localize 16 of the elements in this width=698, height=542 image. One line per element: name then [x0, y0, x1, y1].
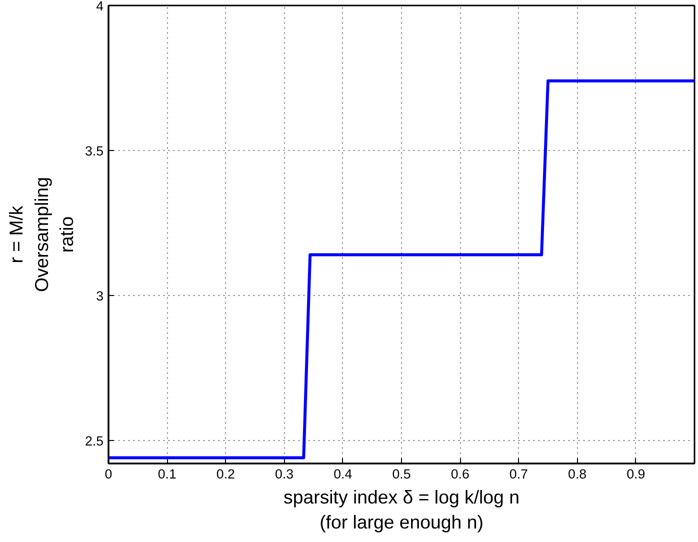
y-tick-label: 2.5 — [84, 433, 104, 448]
x-tick-label: 0.6 — [450, 466, 470, 482]
x-tick-label: 0.3 — [275, 466, 294, 482]
x-tick-label: 0.4 — [334, 466, 353, 482]
x-axis-title: sparsity index δ = log k/log n (for large enough n) — [284, 486, 520, 533]
x-tick-label: 0.5 — [392, 466, 411, 482]
x-tick-label: 0.1 — [158, 466, 176, 482]
y-tick-label: 3 — [96, 288, 104, 304]
x-tick-label: 0 — [104, 466, 112, 482]
y-axis-title: r = M/k Oversampling ratio — [6, 176, 77, 292]
y-tick-label: 3.5 — [84, 143, 104, 158]
x-tick-label: 0.9 — [626, 466, 646, 482]
y-tick-label: 4 — [96, 0, 104, 14]
x-tick-label: 0.2 — [216, 466, 235, 482]
x-tick-label: 0.7 — [509, 466, 528, 482]
x-tick-label: 0.8 — [568, 466, 587, 482]
